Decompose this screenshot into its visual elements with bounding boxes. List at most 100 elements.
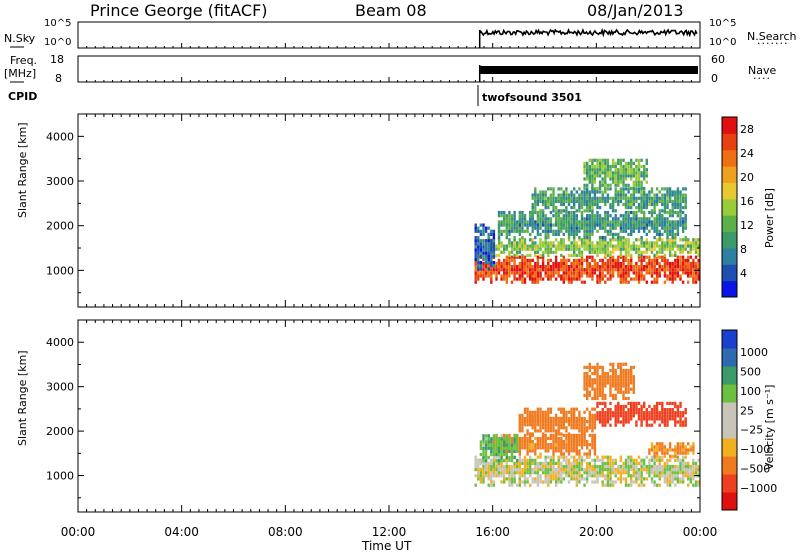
- echo-cell: [687, 238, 690, 242]
- echo-cell: [529, 432, 532, 436]
- echo-cell: [513, 437, 516, 441]
- echo-cell: [513, 214, 516, 218]
- echo-cell: [529, 232, 532, 236]
- echo-cell: [598, 247, 602, 251]
- echo-cell: [630, 255, 633, 259]
- echo-cell: [666, 408, 669, 412]
- echo-cell: [694, 461, 698, 465]
- echo-cell: [609, 458, 612, 462]
- echo-cell: [580, 268, 584, 272]
- echo-cell: [531, 268, 534, 272]
- echo-cell: [627, 232, 630, 236]
- echo-cell: [547, 461, 550, 465]
- echo-cell: [570, 426, 573, 430]
- echo-cell: [676, 420, 680, 424]
- echo-cell: [606, 258, 610, 262]
- echo-cell: [588, 255, 591, 259]
- echo-cell: [588, 206, 591, 210]
- echo-cell: [544, 236, 547, 240]
- echo-cell: [573, 410, 576, 414]
- echo-cell: [663, 217, 667, 221]
- echo-cell: [516, 250, 519, 254]
- echo-cell: [635, 220, 638, 224]
- echo-cell: [570, 268, 573, 272]
- echo-cell: [518, 429, 521, 433]
- echo-cell: [479, 223, 483, 227]
- echo-cell: [588, 209, 591, 213]
- echo-cell: [635, 420, 638, 424]
- y-tick-label: 4000: [46, 336, 74, 349]
- echo-cell: [562, 223, 565, 227]
- echo-cell: [513, 223, 516, 227]
- echo-cell: [627, 247, 630, 251]
- echo-cell: [541, 253, 545, 257]
- echo-cell: [627, 417, 630, 421]
- echo-cell: [671, 206, 674, 210]
- echo-cell: [539, 443, 542, 447]
- echo-cell: [557, 449, 560, 453]
- echo-cell: [536, 277, 540, 281]
- echo-cell: [687, 258, 690, 262]
- echo-cell: [547, 199, 550, 203]
- echo-cell: [692, 483, 695, 487]
- echo-cell: [619, 390, 623, 394]
- echo-cell: [661, 458, 664, 462]
- echo-cell: [591, 423, 594, 427]
- echo-cell: [544, 474, 547, 478]
- echo-cell: [637, 265, 641, 269]
- echo-cell: [513, 247, 516, 251]
- echo-cell: [495, 459, 498, 463]
- echo-cell: [640, 261, 643, 266]
- echo-cell: [565, 247, 568, 251]
- echo-cell: [601, 217, 604, 221]
- echo-cell: [492, 261, 496, 265]
- echo-cell: [697, 271, 700, 275]
- echo-cell: [666, 229, 669, 233]
- echo-cell: [674, 448, 677, 452]
- echo-cell: [617, 190, 620, 194]
- echo-cell: [653, 210, 656, 215]
- echo-cell: [586, 440, 589, 444]
- echo-cell: [679, 448, 682, 452]
- echo-cell: [518, 443, 521, 447]
- echo-cell: [474, 226, 477, 230]
- echo-cell: [518, 223, 521, 227]
- echo-cell: [635, 214, 638, 218]
- echo-cell: [521, 261, 524, 266]
- echo-cell: [637, 255, 641, 259]
- echo-cell: [531, 468, 534, 472]
- echo-cell: [676, 445, 680, 449]
- echo-cell: [575, 261, 578, 266]
- echo-cell: [479, 477, 483, 481]
- echo-cell: [674, 411, 677, 415]
- colorbar-segment: [722, 348, 737, 367]
- echo-cell: [606, 223, 610, 227]
- echo-cell: [666, 187, 669, 191]
- echo-cell: [604, 164, 607, 169]
- echo-cell: [596, 468, 599, 472]
- echo-cell: [614, 461, 617, 465]
- echo-cell: [588, 384, 591, 388]
- echo-cell: [523, 410, 527, 414]
- echo-cell: [503, 277, 506, 281]
- echo-cell: [567, 253, 571, 257]
- echo-cell: [684, 271, 687, 275]
- echo-cell: [593, 220, 597, 224]
- echo-cell: [565, 217, 568, 221]
- echo-cell: [614, 244, 617, 248]
- echo-cell: [578, 461, 581, 465]
- echo-cell: [541, 468, 545, 472]
- echo-cell: [552, 423, 555, 427]
- echo-cell: [508, 244, 511, 248]
- echo-cell: [694, 471, 698, 475]
- echo-cell: [619, 271, 623, 275]
- echo-cell: [526, 247, 529, 251]
- echo-cell: [596, 274, 599, 278]
- echo-cell: [560, 407, 563, 411]
- time-tick-label: 00:00: [61, 525, 96, 539]
- echo-cell: [624, 238, 628, 242]
- echo-cell: [622, 464, 625, 469]
- echo-cell: [632, 381, 635, 385]
- echo-cell: [588, 420, 591, 424]
- echo-cell: [598, 401, 602, 405]
